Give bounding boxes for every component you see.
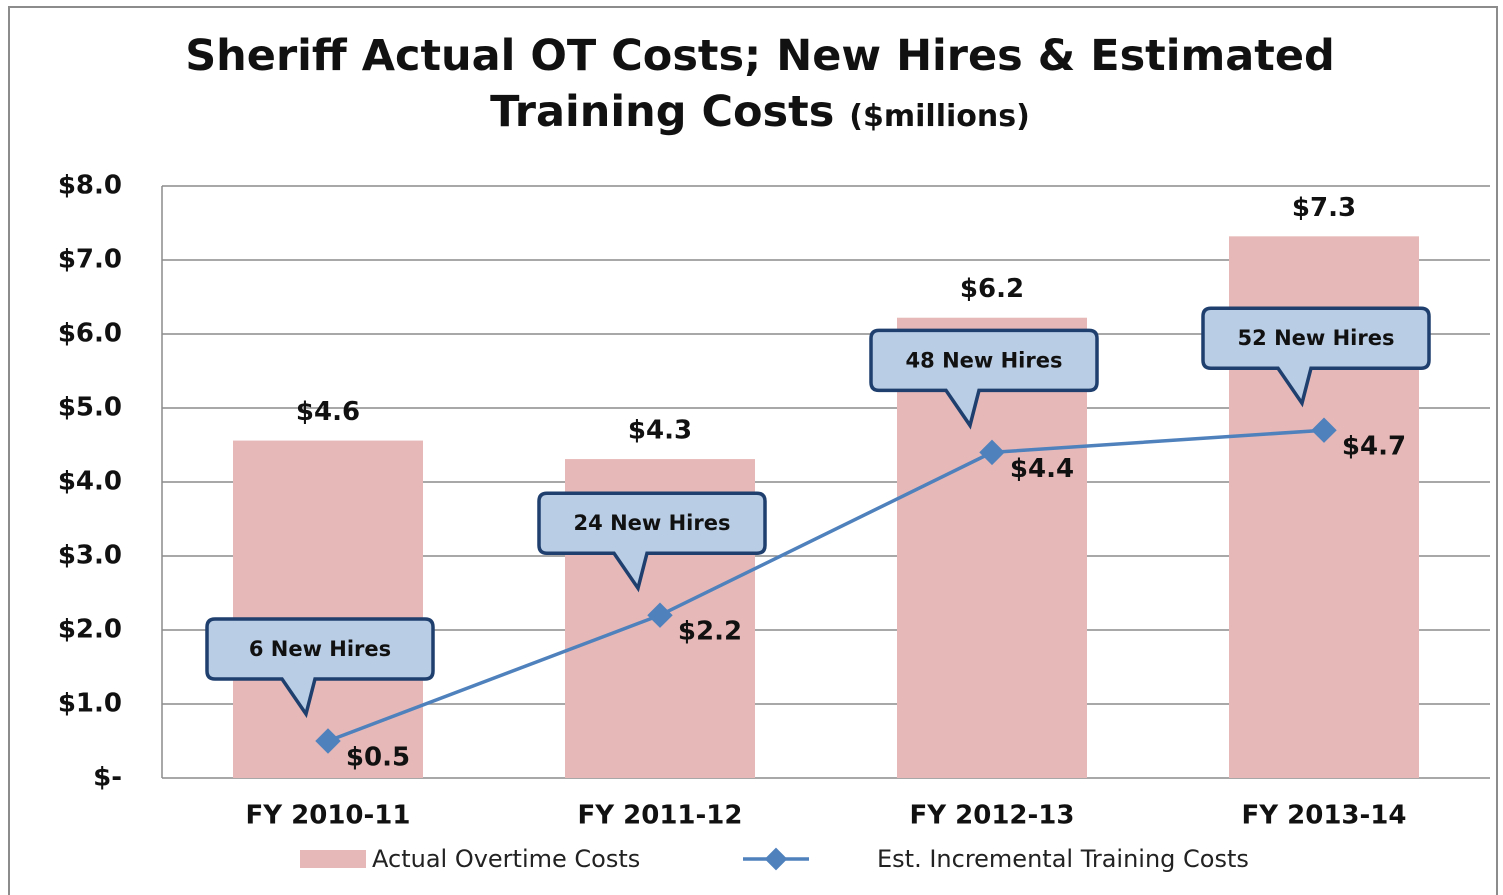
callout-label: 6 New Hires (249, 637, 391, 661)
callout (537, 491, 767, 593)
bar-value-label: $7.3 (1292, 193, 1356, 223)
y-tick-label: $- (93, 763, 122, 793)
chart-title: Sheriff Actual OT Costs; New Hires & Est… (185, 31, 1335, 137)
callout-label: 48 New Hires (906, 348, 1063, 372)
y-tick-label: $6.0 (58, 319, 122, 349)
line-marker (647, 602, 673, 628)
bar-value-label: $4.6 (296, 397, 360, 427)
y-tick-label: $8.0 (58, 171, 122, 201)
x-tick-label: FY 2011-12 (578, 801, 743, 831)
y-tick-label: $1.0 (58, 689, 122, 719)
chart-subtitle: ($millions) (849, 99, 1030, 134)
y-tick-label: $7.0 (58, 245, 122, 275)
callout-label: 24 New Hires (574, 511, 731, 535)
line-marker (979, 439, 1005, 466)
x-tick-label: FY 2010-11 (246, 801, 411, 831)
callout (205, 617, 435, 719)
y-tick-label: $5.0 (58, 393, 122, 423)
line (327, 428, 1325, 743)
chart-title-block: Sheriff Actual OT Costs; New Hires & Est… (160, 28, 1360, 145)
bar (233, 440, 423, 778)
line-value-label: $4.4 (1010, 454, 1074, 484)
x-tick-label: FY 2012-13 (910, 801, 1075, 831)
line-value-label: $2.2 (678, 617, 742, 647)
callout (1201, 306, 1431, 408)
bar-value-label: $4.3 (628, 416, 692, 446)
y-tick-label: $2.0 (58, 615, 122, 645)
x-tick-label: FY 2013-14 (1242, 801, 1407, 831)
y-tick-label: $4.0 (58, 467, 122, 497)
line-value-label: $4.7 (1342, 432, 1406, 462)
chart-frame (8, 6, 1498, 895)
bar (897, 317, 1087, 778)
y-tick-label: $3.0 (58, 541, 122, 571)
legend-label: Actual Overtime Costs (372, 845, 640, 873)
line-marker (315, 728, 341, 754)
bar-value-label: $6.2 (960, 274, 1024, 304)
legend-swatch (300, 850, 366, 868)
legend-marker (764, 847, 788, 871)
callout-label: 52 New Hires (1238, 326, 1395, 350)
callout (869, 328, 1099, 430)
line-value-label: $0.5 (346, 743, 410, 773)
legend-label: Est. Incremental Training Costs (877, 845, 1249, 873)
